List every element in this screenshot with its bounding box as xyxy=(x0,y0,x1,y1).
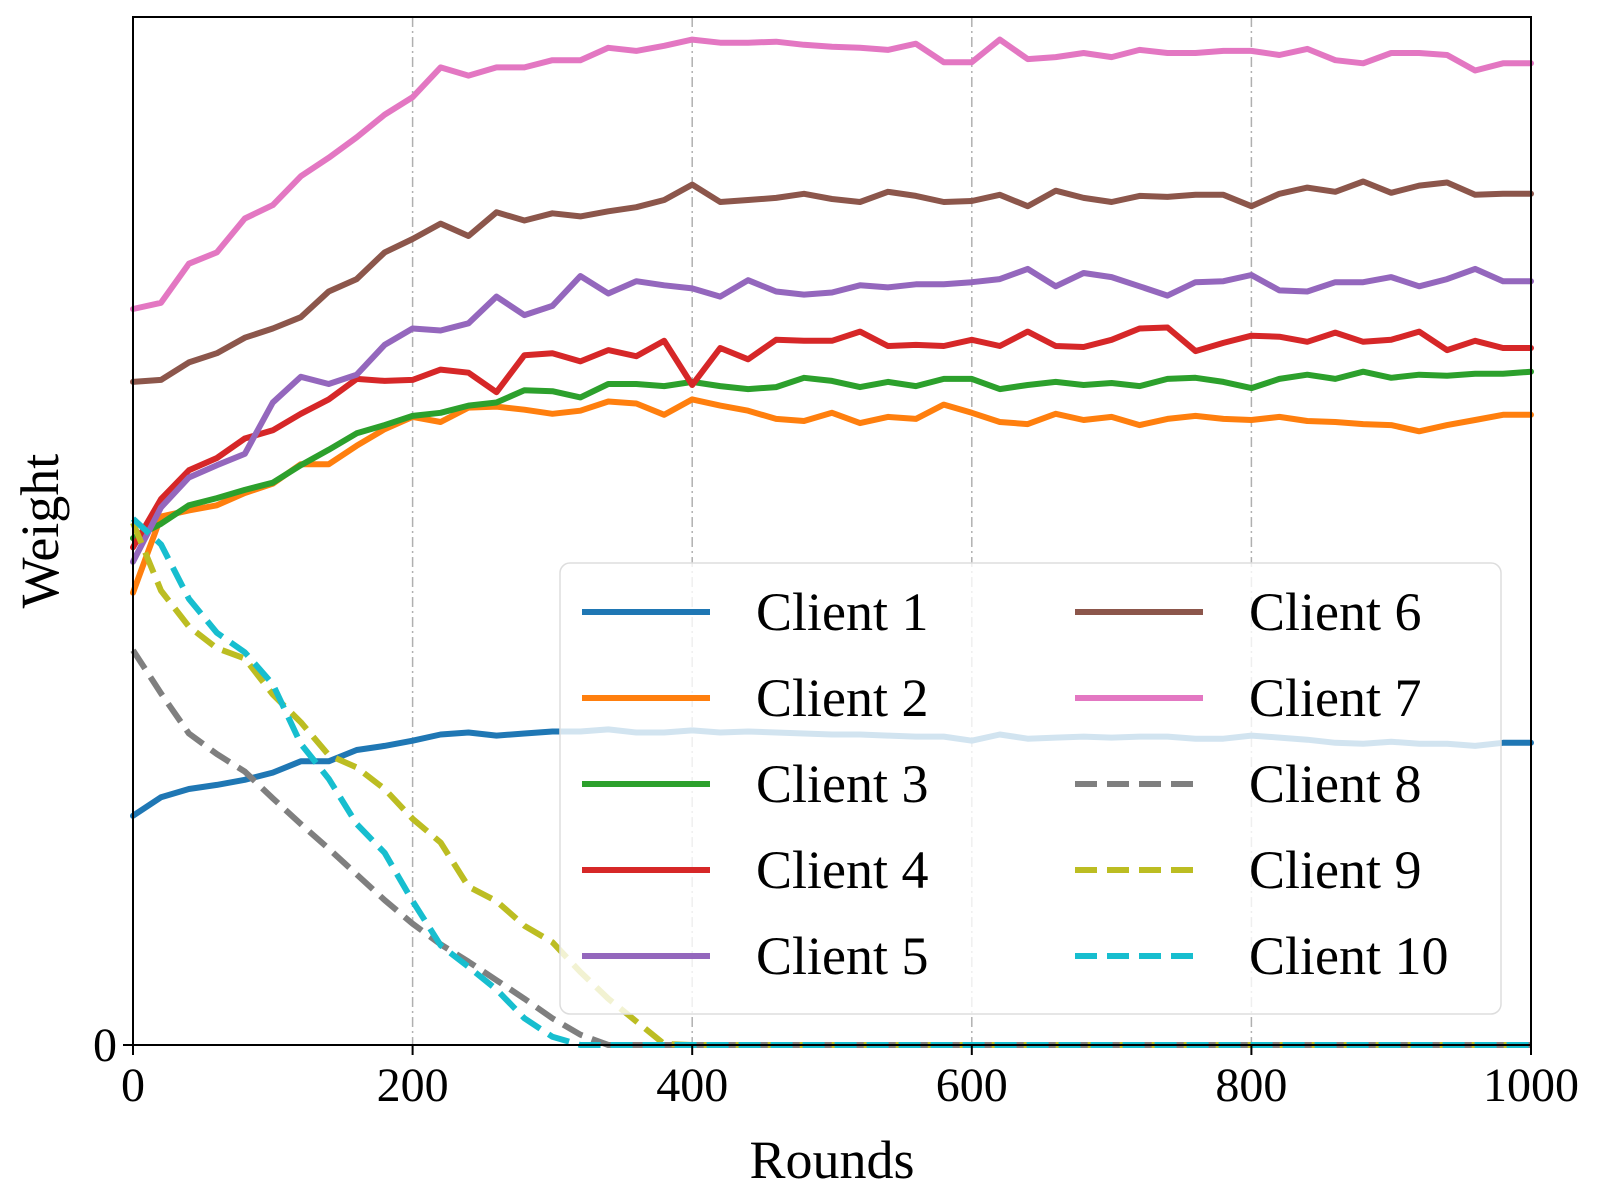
legend-label-client-7: Client 7 xyxy=(1249,668,1422,728)
x-axis-label: Rounds xyxy=(749,1130,914,1190)
series-line-client-6 xyxy=(130,178,1534,385)
axis-ticks: 0 200 400 600 800 1000 0 xyxy=(93,1019,1579,1112)
legend-box xyxy=(559,562,1502,1015)
plot-frame xyxy=(132,16,1532,1046)
x-tick-label: 600 xyxy=(936,1059,1008,1112)
series-line-client-2 xyxy=(130,396,1534,596)
x-tick-label: 200 xyxy=(377,1059,449,1112)
y-tick-label: 0 xyxy=(93,1019,117,1072)
legend-label-client-8: Client 8 xyxy=(1249,754,1422,814)
series-line-client-4 xyxy=(130,324,1534,551)
grid-lines xyxy=(411,17,1253,1045)
legend-label-client-1: Client 1 xyxy=(756,582,929,642)
legend-label-client-9: Client 9 xyxy=(1249,840,1422,900)
x-tick-label: 400 xyxy=(656,1059,728,1112)
legend-label-client-5: Client 5 xyxy=(756,926,929,986)
legend-label-client-2: Client 2 xyxy=(756,668,929,728)
legend: Client 1 Client 2 Client 3 Client 4 Client 5… xyxy=(559,562,1502,1015)
legend-label-client-10: Client 10 xyxy=(1249,926,1449,986)
legend-label-client-4: Client 4 xyxy=(756,840,929,900)
x-tick-label: 0 xyxy=(121,1059,145,1112)
series-line-client-3 xyxy=(130,368,1534,542)
x-tick-label: 800 xyxy=(1215,1059,1287,1112)
legend-label-client-6: Client 6 xyxy=(1249,582,1422,642)
x-tick-label: 1000 xyxy=(1483,1059,1579,1112)
series-line-client-5 xyxy=(130,265,1534,565)
y-axis-label: Weight xyxy=(10,454,70,609)
series-line-client-7 xyxy=(130,36,1534,312)
legend-label-client-3: Client 3 xyxy=(756,754,929,814)
